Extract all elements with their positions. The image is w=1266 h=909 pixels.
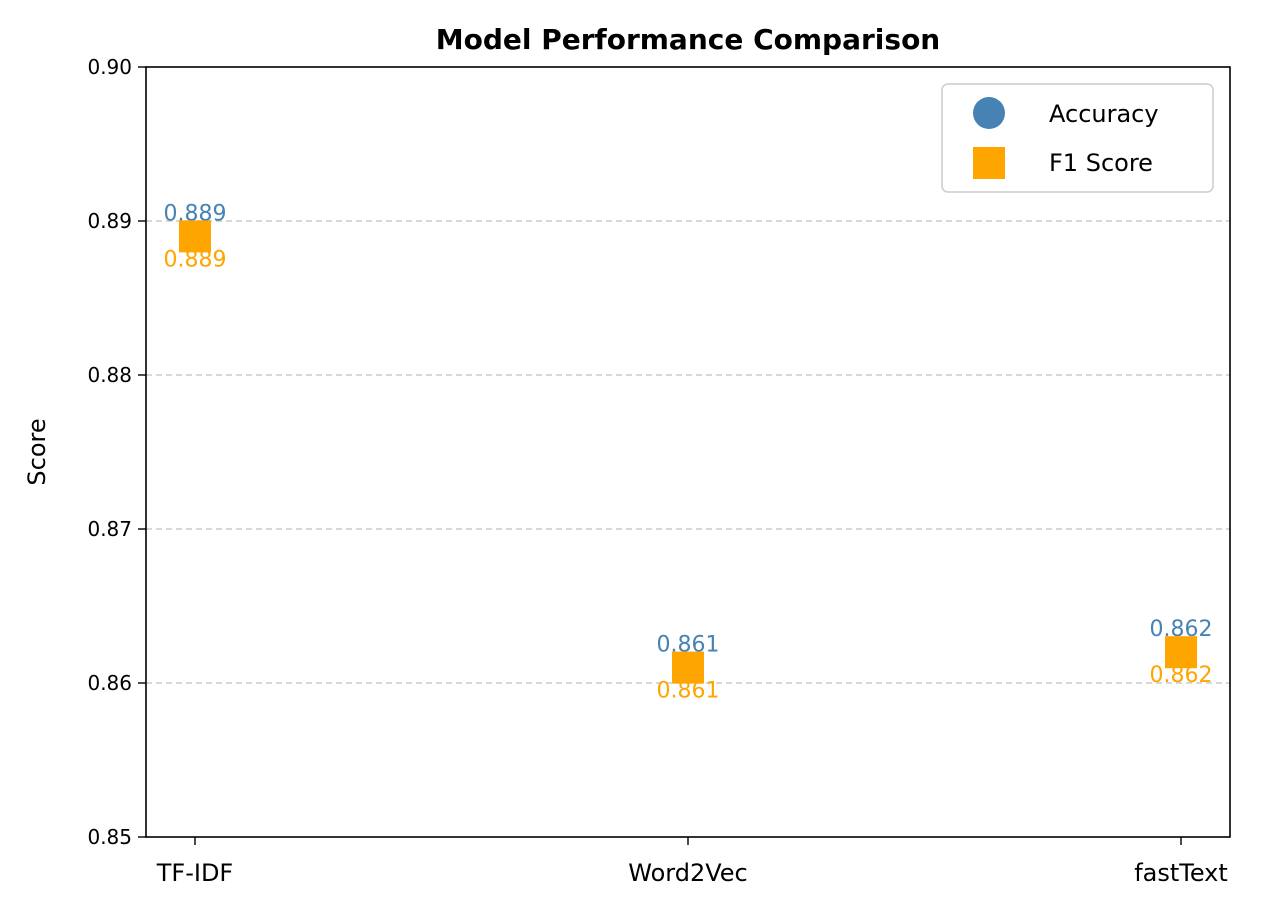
x-tick-label: fastText: [1134, 859, 1228, 887]
f1-score-data-label: 0.862: [1150, 663, 1213, 688]
y-tick-label: 0.87: [87, 517, 132, 541]
f1-score-data-label: 0.861: [657, 679, 720, 704]
legend: Accuracy F1 Score: [941, 83, 1214, 193]
y-tick-label: 0.85: [87, 825, 132, 849]
legend-f1-score-swatch: [973, 147, 1005, 179]
y-tick-label: 0.90: [87, 55, 132, 79]
legend-accuracy-swatch: [973, 97, 1005, 129]
f1-score-point: [672, 651, 704, 684]
x-tick-label: TF-IDF: [156, 859, 234, 887]
grid: [146, 220, 1230, 684]
f1-score-point: [1165, 636, 1197, 669]
legend-frame: [941, 83, 1214, 193]
y-tick-label: 0.88: [87, 363, 132, 387]
y-axis: 0.85 0.86 0.87 0.88 0.89 0.90: [87, 55, 146, 849]
x-tick-label: Word2Vec: [628, 859, 747, 887]
plot-frame: [145, 66, 1231, 838]
legend-f1-score-label: F1 Score: [1049, 149, 1153, 177]
f1-score-point: [179, 220, 211, 253]
f1-score-data-label: 0.889: [164, 247, 227, 272]
y-axis-title: Score: [23, 418, 51, 485]
chart-title: Model Performance Comparison: [436, 23, 941, 56]
y-tick-label: 0.89: [87, 209, 132, 233]
legend-accuracy-label: Accuracy: [1049, 100, 1159, 128]
x-axis: TF-IDF Word2Vec fastText: [156, 837, 1228, 887]
y-tick-label: 0.86: [87, 671, 132, 695]
